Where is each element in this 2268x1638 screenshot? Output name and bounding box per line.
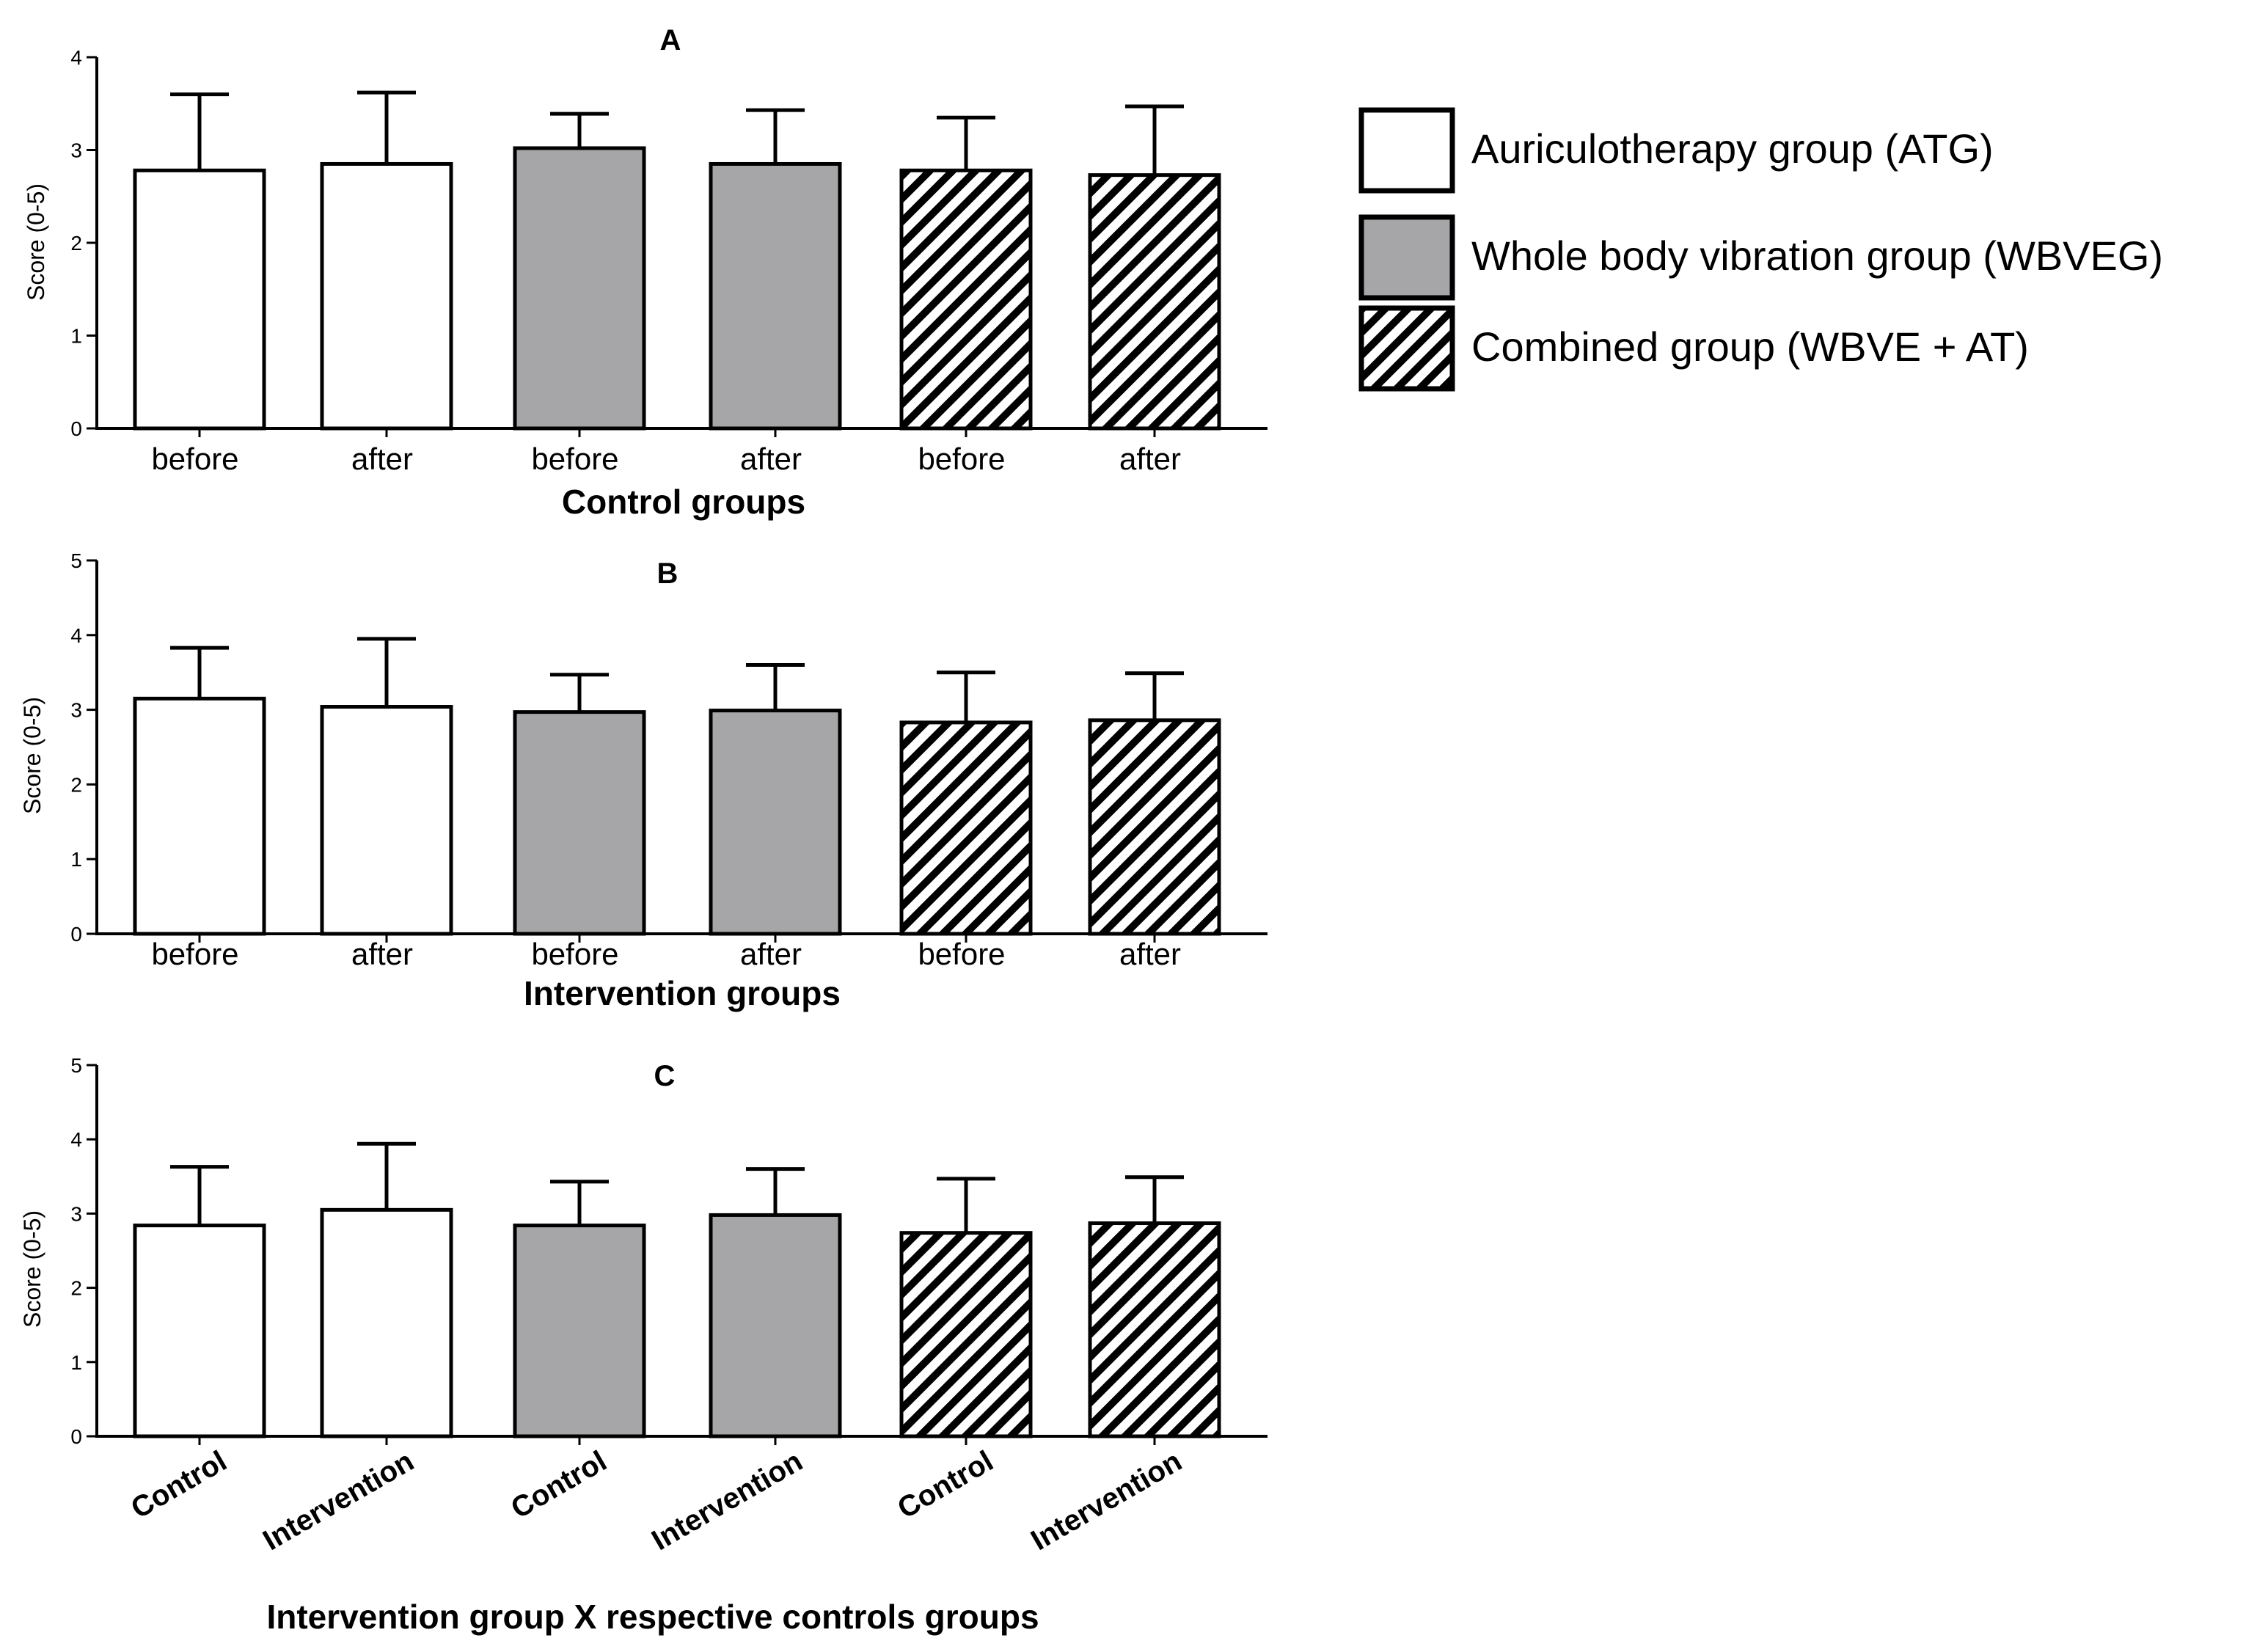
x-axis-label: Intervention groups — [524, 974, 841, 1012]
y-tick-label: 1 — [70, 325, 82, 348]
y-tick-label: 4 — [70, 1128, 82, 1151]
legend-item: Auriculotherapy group (ATG) — [1358, 107, 1994, 194]
x-tick-label: before — [918, 442, 1005, 476]
bar — [1088, 718, 1221, 936]
x-tick-label: after — [1119, 442, 1181, 476]
legend-swatch — [1358, 107, 1455, 194]
legend-swatch — [1358, 214, 1455, 301]
x-tick-label: after — [351, 937, 413, 971]
bar — [899, 720, 1033, 936]
y-tick-label: 1 — [70, 1351, 82, 1374]
x-tick-label: Intervention — [646, 1445, 808, 1557]
bar — [709, 161, 842, 431]
y-tick-label: 2 — [70, 232, 82, 255]
legend-label: Whole body vibration group (WBVEG) — [1471, 233, 2163, 279]
bar — [513, 1224, 646, 1438]
y-tick-label: 0 — [70, 923, 82, 946]
bar — [513, 710, 646, 936]
x-tick-label: before — [151, 442, 238, 476]
x-tick-label: after — [1119, 937, 1181, 971]
bar — [709, 1213, 842, 1438]
y-tick-label: 5 — [70, 1054, 82, 1077]
bar — [1088, 173, 1221, 431]
y-axis-label: Score (0-5) — [23, 183, 49, 301]
y-tick-label: 3 — [70, 1202, 82, 1225]
y-tick-label: 4 — [70, 624, 82, 647]
x-tick-label: Intervention — [257, 1445, 419, 1557]
x-tick-label: after — [351, 442, 413, 476]
bar — [1088, 1221, 1221, 1438]
y-tick-label: 0 — [70, 417, 82, 440]
legend-item: Whole body vibration group (WBVEG) — [1358, 214, 2163, 301]
panel-title: A — [660, 24, 681, 56]
panel-c: C 0 1 2 3 4 5 Score (0-5) Control Intervention Con… — [19, 1054, 1267, 1636]
bar — [513, 146, 646, 431]
bar — [133, 696, 266, 936]
bar — [320, 1207, 453, 1438]
y-axis-label: Score (0-5) — [19, 697, 45, 814]
legend: Auriculotherapy group (ATG) Whole body vi… — [1358, 107, 2163, 392]
chart-panels: A 0 1 2 3 4 Score (0-5) before after before after b… — [19, 24, 1267, 1636]
panel-title: C — [654, 1060, 676, 1092]
x-tick-label: before — [531, 442, 618, 476]
panel-a: A 0 1 2 3 4 Score (0-5) before after before after b… — [23, 24, 1267, 521]
x-tick-label: Control — [125, 1445, 232, 1525]
x-tick-label: before — [918, 937, 1005, 971]
bar — [133, 1224, 266, 1438]
y-axis-label: Score (0-5) — [19, 1210, 45, 1328]
panel-title: B — [657, 557, 678, 590]
y-tick-label: 4 — [70, 46, 82, 69]
y-tick-label: 0 — [70, 1425, 82, 1448]
y-tick-label: 3 — [70, 699, 82, 722]
y-tick-label: 3 — [70, 139, 82, 162]
bar — [133, 168, 266, 431]
legend-swatch — [1358, 305, 1455, 392]
x-axis-label: Control groups — [562, 483, 805, 521]
x-tick-label: Intervention — [1025, 1445, 1187, 1557]
bar — [899, 1231, 1033, 1438]
bar — [320, 161, 453, 431]
x-tick-label: Control — [892, 1445, 998, 1525]
x-tick-label: before — [531, 937, 618, 971]
legend-item: Combined group (WBVE + AT) — [1358, 305, 2029, 392]
bar — [320, 705, 453, 936]
x-tick-label: after — [740, 937, 802, 971]
bar — [709, 709, 842, 936]
legend-label: Auriculotherapy group (ATG) — [1471, 125, 1994, 172]
x-tick-label: after — [740, 442, 802, 476]
bar — [899, 168, 1033, 431]
legend-label: Combined group (WBVE + AT) — [1471, 323, 2029, 370]
y-tick-label: 2 — [70, 1277, 82, 1300]
panel-b: B 0 1 2 3 4 5 Score (0-5) before after before after… — [19, 549, 1267, 1012]
x-axis-label: Intervention group X respective controls… — [266, 1598, 1039, 1636]
y-tick-label: 2 — [70, 773, 82, 796]
x-tick-label: Control — [505, 1445, 612, 1525]
y-tick-label: 5 — [70, 549, 82, 572]
x-tick-label: before — [151, 937, 238, 971]
y-tick-label: 1 — [70, 848, 82, 871]
